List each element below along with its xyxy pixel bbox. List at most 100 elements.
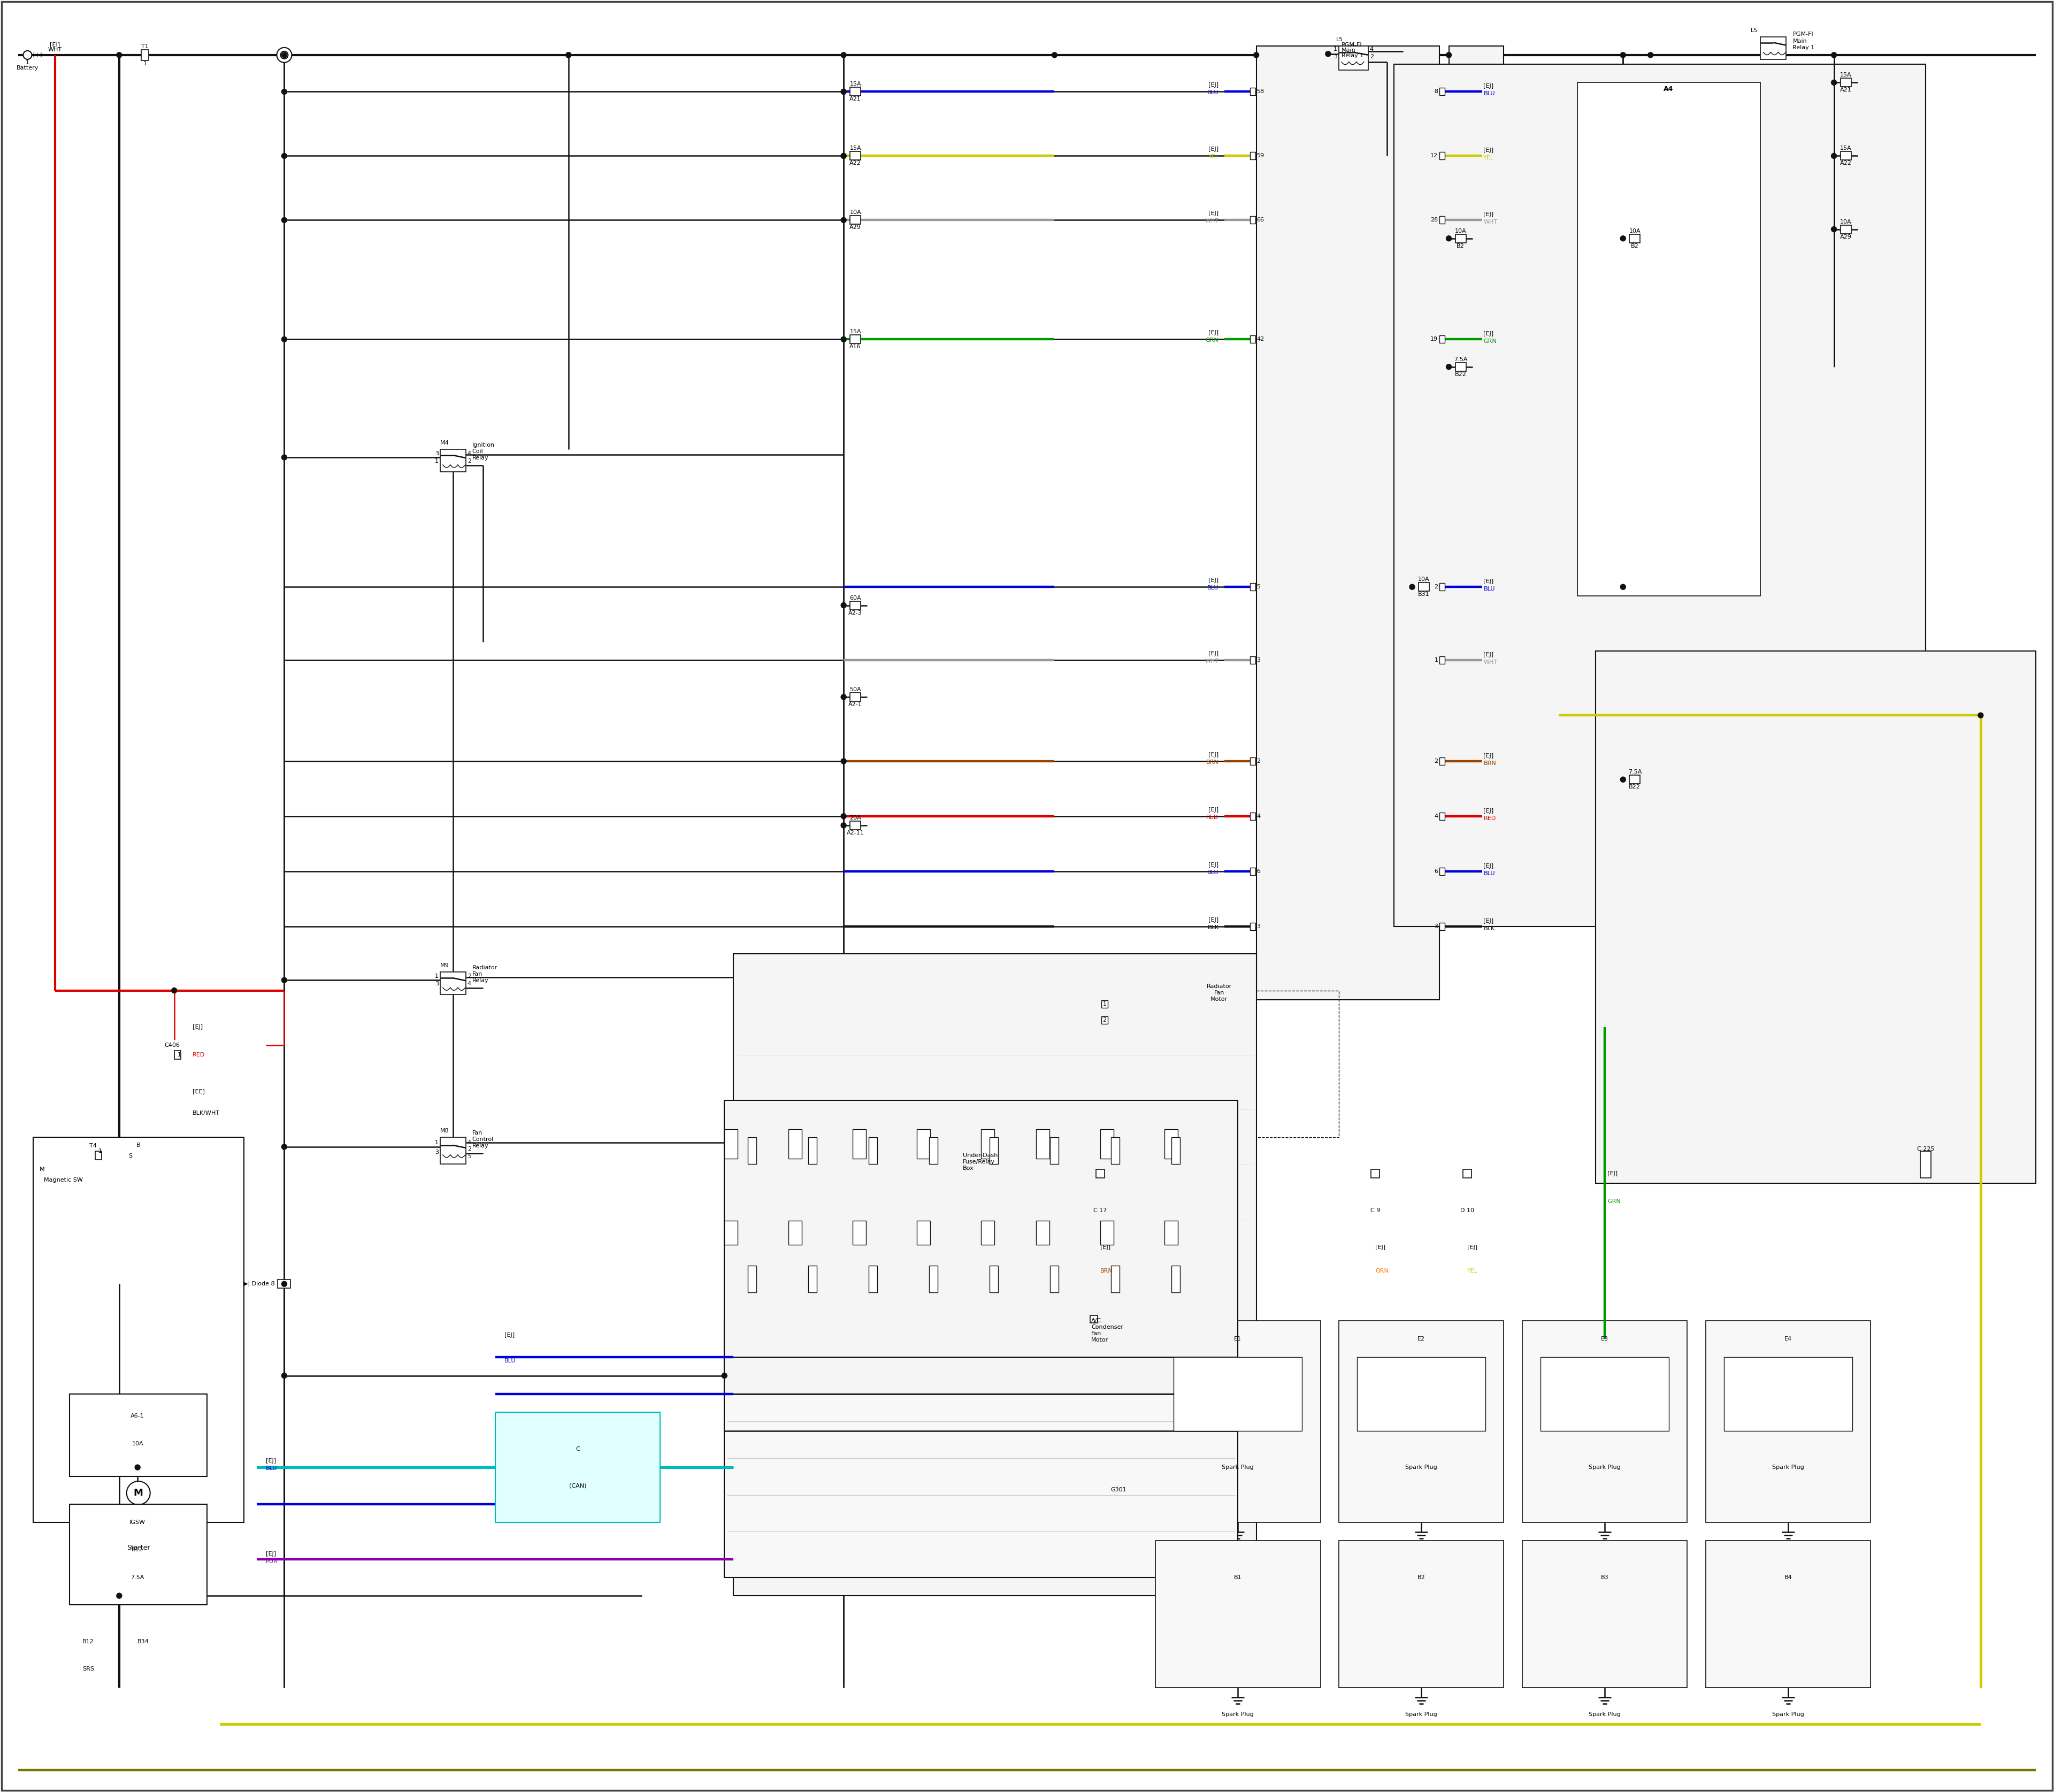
Text: [EJ]: [EJ] [1483, 652, 1493, 658]
Text: GRN: GRN [1608, 1199, 1621, 1204]
Bar [1035, 1129, 1050, 1159]
Text: [EJ]: [EJ] [1483, 864, 1493, 869]
Circle shape [1621, 778, 1625, 781]
Bar [733, 953, 1257, 1595]
Text: PGM-FI: PGM-FI [1793, 30, 1814, 36]
Bar [725, 1220, 737, 1245]
Text: B34: B34 [138, 1640, 150, 1645]
Text: 2: 2 [1434, 584, 1438, 590]
Text: [EE]: [EE] [193, 1090, 205, 1093]
Text: Relay: Relay [472, 978, 489, 984]
Text: 1: 1 [177, 1052, 181, 1057]
Text: [EJ]: [EJ] [1483, 753, 1493, 758]
Text: Main: Main [1793, 38, 1808, 43]
Circle shape [840, 758, 846, 763]
Bar [850, 152, 861, 159]
Bar [1249, 923, 1255, 930]
Text: 28: 28 [1430, 217, 1438, 222]
Bar [1154, 1321, 1321, 1523]
Bar [789, 1220, 801, 1245]
Text: 3: 3 [1257, 923, 1261, 928]
Text: BLU: BLU [505, 1358, 516, 1364]
Bar [1154, 1541, 1321, 1688]
Text: [EJ]: [EJ] [1208, 82, 1218, 88]
Bar [440, 1138, 466, 1165]
Bar [1629, 776, 1641, 783]
Text: ▶| Diode 8: ▶| Diode 8 [242, 1281, 275, 1287]
Text: PUR: PUR [265, 1559, 277, 1564]
Text: Relay 1: Relay 1 [1341, 52, 1364, 57]
Text: T4: T4 [90, 1143, 97, 1149]
Text: M4: M4 [440, 441, 450, 446]
Bar [1339, 1321, 1504, 1523]
Text: A/C: A/C [1091, 1317, 1101, 1322]
Text: C 225: C 225 [1916, 1147, 1935, 1152]
Text: E1: E1 [1234, 1337, 1241, 1342]
Bar [850, 600, 861, 609]
Bar [1249, 582, 1255, 591]
Text: B4: B4 [1785, 1575, 1791, 1581]
Bar [725, 1100, 1239, 1394]
Bar [1249, 88, 1255, 95]
Bar [850, 215, 861, 224]
Bar [807, 1138, 817, 1165]
Text: [EJ]: [EJ] [1208, 806, 1218, 812]
Circle shape [1446, 237, 1452, 242]
Text: [EJ]: [EJ] [1483, 149, 1493, 154]
Text: 42: 42 [1257, 337, 1265, 342]
Bar [1440, 923, 1444, 930]
Text: [EJ]: [EJ] [1208, 147, 1218, 152]
Bar [33, 1138, 244, 1523]
Text: Spark Plug: Spark Plug [1588, 1711, 1621, 1717]
Circle shape [565, 52, 571, 57]
Text: 3: 3 [435, 982, 440, 987]
Text: Fan: Fan [1214, 989, 1224, 995]
Text: Starter: Starter [127, 1545, 150, 1552]
Circle shape [1325, 52, 1331, 57]
Bar [1440, 152, 1444, 159]
Bar [850, 694, 861, 701]
Text: Spark Plug: Spark Plug [1222, 1464, 1253, 1469]
Text: [EJ]: [EJ] [1608, 1172, 1619, 1177]
Text: B22: B22 [1629, 785, 1641, 790]
Text: 10A: 10A [850, 210, 861, 215]
Bar [1440, 812, 1444, 821]
Text: [EJ]: [EJ] [1483, 918, 1493, 923]
Bar [1249, 152, 1255, 159]
Text: 60A: 60A [850, 595, 861, 600]
Bar [990, 1138, 998, 1165]
Bar [1101, 991, 1339, 1138]
Text: 8: 8 [1434, 90, 1438, 95]
Bar [982, 1129, 994, 1159]
Text: Relay: Relay [472, 1143, 489, 1149]
Text: (+): (+) [33, 52, 43, 57]
Text: 2: 2 [468, 973, 470, 978]
Bar [1440, 656, 1444, 665]
Text: C 9: C 9 [1370, 1208, 1380, 1213]
Bar [1249, 758, 1255, 765]
Circle shape [721, 1373, 727, 1378]
Text: B2: B2 [1631, 244, 1639, 249]
Text: Fan: Fan [1091, 1331, 1101, 1337]
Circle shape [127, 1482, 150, 1505]
Text: RED: RED [193, 1052, 205, 1057]
Circle shape [1409, 584, 1415, 590]
Bar [1101, 1016, 1107, 1023]
Bar [1705, 1541, 1871, 1688]
Bar [1596, 650, 2036, 1183]
Text: [EJ]: [EJ] [1467, 1245, 1477, 1251]
Circle shape [117, 52, 121, 57]
Text: Box: Box [963, 1167, 974, 1170]
Text: S: S [129, 1154, 131, 1159]
Bar [1419, 582, 1430, 591]
Bar [1920, 1150, 1931, 1177]
Text: Spark Plug: Spark Plug [1588, 1464, 1621, 1469]
Text: 12: 12 [1430, 154, 1438, 158]
Text: Fuse/Relay: Fuse/Relay [963, 1159, 994, 1165]
Text: 2: 2 [468, 459, 470, 464]
Text: [EJ]: [EJ] [1483, 211, 1493, 217]
Circle shape [840, 52, 846, 57]
Text: Main: Main [1341, 47, 1356, 52]
Bar [1339, 47, 1368, 70]
Text: Spark Plug: Spark Plug [1773, 1464, 1803, 1469]
